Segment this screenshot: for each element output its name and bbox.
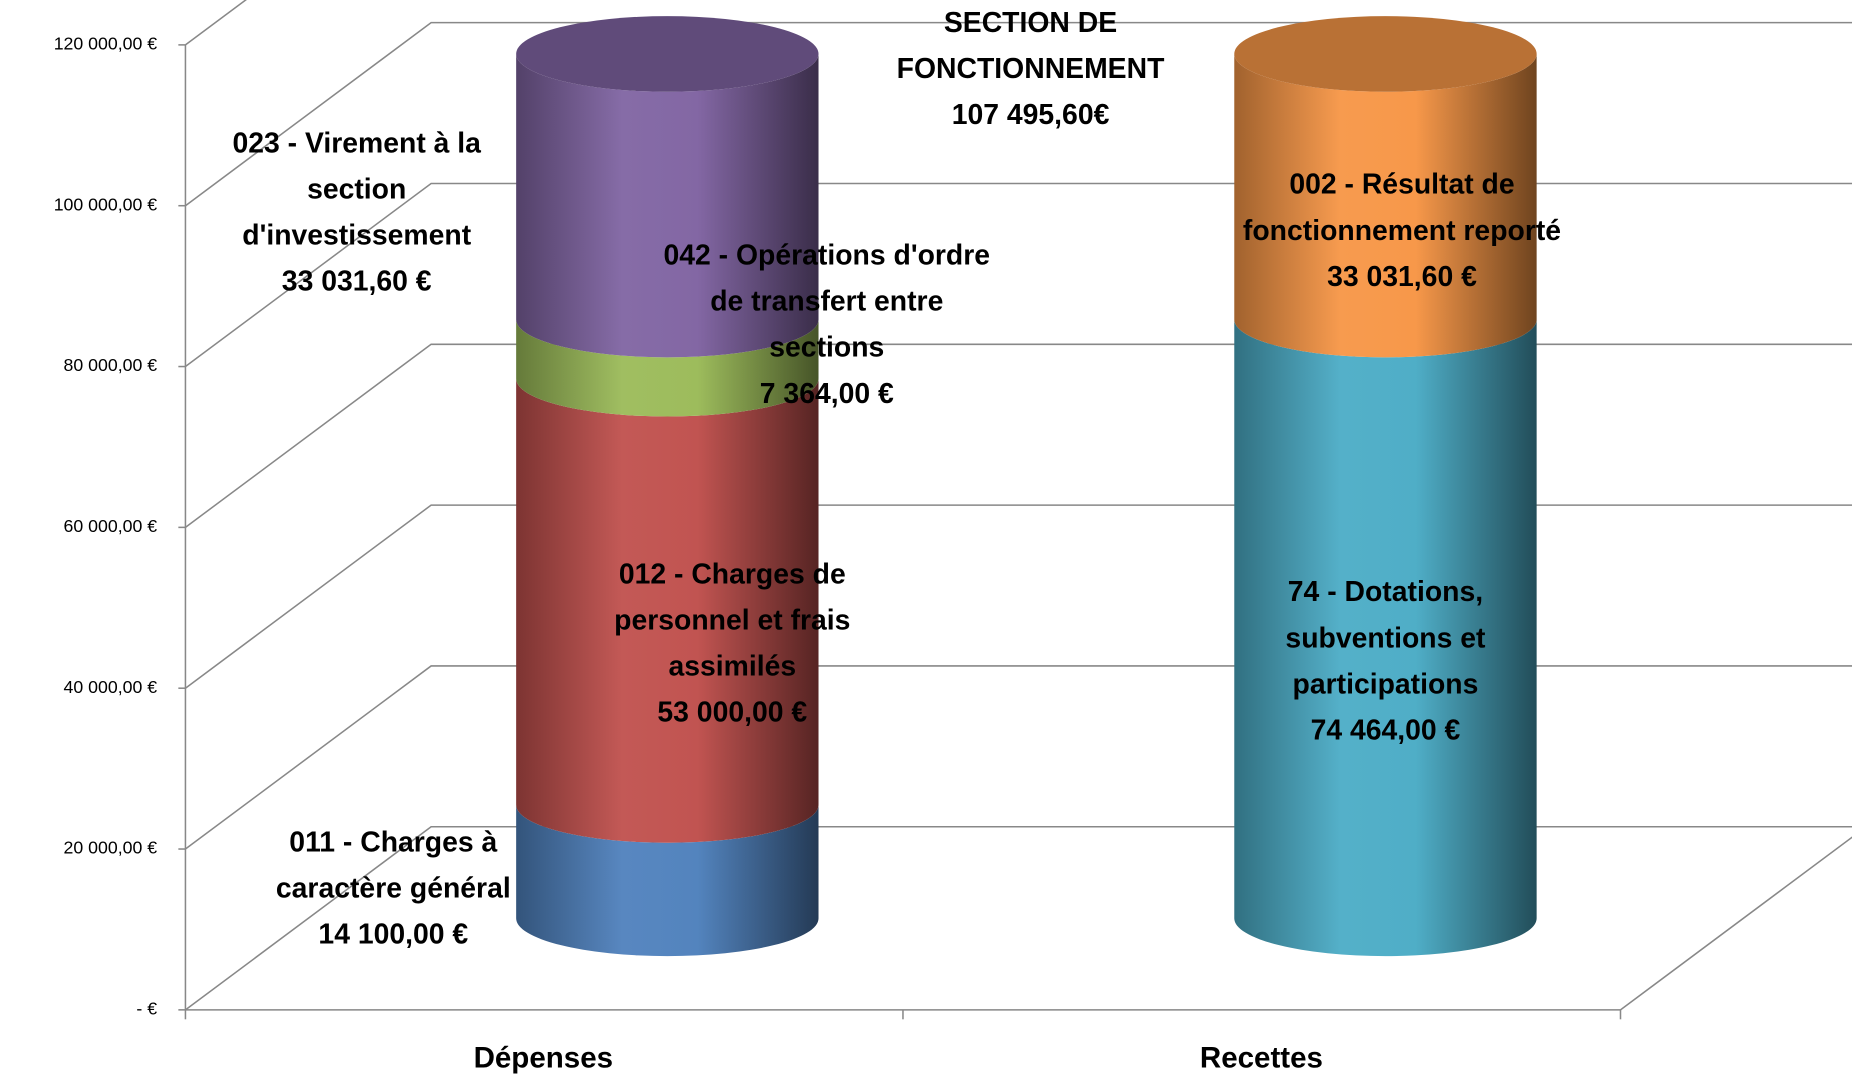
data-label-box: 012 - Charges de personnel et frais assi… — [579, 502, 886, 785]
data-label: 011 - Charges à caractère général 14 100,… — [240, 746, 547, 1029]
value-label: 14 100,00 € — [318, 918, 469, 951]
series-name: 023 - Virement à la section d'investisse… — [232, 127, 481, 252]
value-label: 53 000,00 € — [657, 696, 808, 729]
cylinder-top — [516, 16, 819, 92]
bars — [516, 16, 1537, 957]
value-label: 74 464,00 € — [1310, 714, 1461, 747]
y-tick-label: 60 000,00 € — [64, 516, 158, 536]
y-tick-label: 100 000,00 € — [54, 194, 158, 214]
labels: Dépenses 011 - Charges à caractère généra… — [191, 0, 1603, 1074]
cylinder-segment — [516, 53, 819, 358]
data-label: 002 - Résultat de fonctionnement reporté… — [1201, 89, 1603, 372]
chart-title: SECTION DE FONCTIONNEMENT — [896, 7, 1165, 86]
cylinder-segment — [516, 319, 819, 417]
data-label: 74 - Dotations, subventions et participa… — [1232, 520, 1539, 803]
x-tick-label: Recettes — [1200, 1041, 1323, 1074]
cylinder-segment — [516, 804, 819, 957]
data-label: 042 - Opérations d'ordre de transfert en… — [661, 183, 992, 466]
series-name: 011 - Charges à caractère général — [275, 826, 511, 905]
value-label: 7 364,00 € — [759, 377, 894, 410]
data-label: 023 - Virement à la section d'investisse… — [191, 71, 522, 354]
y-tick-label: - € — [136, 999, 157, 1019]
x-tick-label: Dépenses — [474, 1041, 613, 1074]
series-name: 042 - Opérations d'ordre de transfert en… — [663, 239, 991, 364]
data-label-box: 002 - Résultat de fonctionnement reporté… — [1201, 89, 1603, 372]
y-tick-label: 120 000,00 € — [54, 34, 158, 54]
data-label: 012 - Charges de personnel et frais assi… — [579, 502, 886, 785]
value-label: 33 031,60 € — [281, 265, 432, 298]
cylinder-segment — [516, 378, 819, 843]
series-name: 002 - Résultat de fonctionnement reporté — [1242, 168, 1562, 247]
cylinder-segment — [1234, 53, 1537, 358]
chart-subtitle: 107 495,60€ — [951, 99, 1110, 132]
cylinder-top — [1234, 16, 1537, 92]
data-label-box: 011 - Charges à caractère général 14 100,… — [240, 746, 547, 1029]
data-label-box: 74 - Dotations, subventions et participa… — [1232, 520, 1539, 803]
y-tick-label: 80 000,00 € — [64, 355, 158, 375]
y-tick-label: 20 000,00 € — [64, 838, 158, 858]
grid-line — [184, 504, 1852, 689]
data-label-box: 023 - Virement à la section d'investisse… — [191, 71, 522, 354]
series-name: 74 - Dotations, subventions et participa… — [1285, 576, 1486, 701]
cylinder-segment — [1234, 319, 1537, 957]
title-wrap: SECTION DE FONCTIONNEMENT 107 495,60€ — [827, 0, 1234, 138]
data-label-box: 042 - Opérations d'ordre de transfert en… — [661, 183, 992, 466]
series-name: 012 - Charges de personnel et frais assi… — [614, 558, 851, 683]
y-tick-label: 40 000,00 € — [64, 677, 158, 697]
title-box: SECTION DE FONCTIONNEMENT 107 495,60€ — [827, 0, 1234, 138]
value-label: 33 031,60 € — [1327, 260, 1477, 293]
